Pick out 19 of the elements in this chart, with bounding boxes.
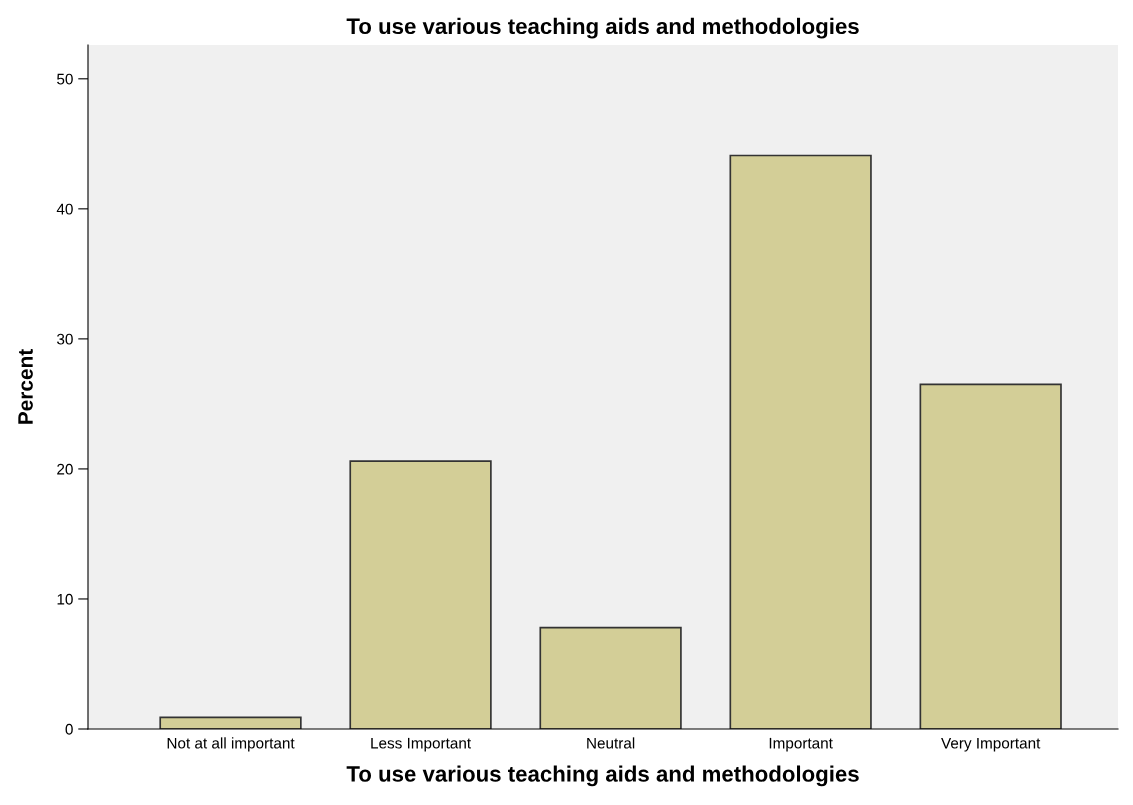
x-tick-label: Less Important bbox=[371, 737, 471, 752]
chart-title: To use various teaching aids and methodologies bbox=[346, 17, 859, 39]
bar bbox=[349, 460, 492, 729]
y-tick-label: 0 bbox=[65, 723, 73, 735]
x-tick-label: Not at all important bbox=[167, 737, 295, 752]
y-tick-label: 20 bbox=[57, 463, 73, 475]
bar bbox=[159, 716, 302, 729]
y-tick-label: 10 bbox=[57, 593, 73, 605]
bar bbox=[539, 626, 682, 729]
y-axis-title: Percent bbox=[18, 349, 33, 424]
bar bbox=[729, 154, 872, 729]
bar bbox=[919, 383, 1062, 729]
x-tick-label: Very Important bbox=[941, 737, 1041, 752]
x-axis-title: To use various teaching aids and methodologies bbox=[346, 765, 859, 787]
y-tick-label: 30 bbox=[57, 333, 73, 345]
x-tick-label: Neutral bbox=[587, 737, 635, 749]
y-tick-label: 50 bbox=[57, 73, 73, 85]
y-tick-label: 40 bbox=[56, 203, 73, 215]
x-tick-label: Important bbox=[769, 737, 833, 752]
